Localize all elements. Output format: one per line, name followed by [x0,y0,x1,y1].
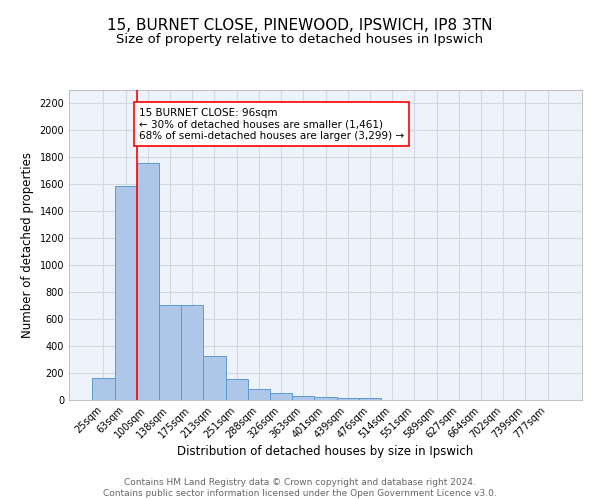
Bar [292,396,314,400]
Bar [92,378,115,400]
Y-axis label: Number of detached properties: Number of detached properties [21,152,34,338]
Bar [226,378,248,400]
Text: Contains HM Land Registry data © Crown copyright and database right 2024.
Contai: Contains HM Land Registry data © Crown c… [103,478,497,498]
Bar [314,398,337,400]
Bar [203,356,226,400]
Text: 15 BURNET CLOSE: 96sqm
← 30% of detached houses are smaller (1,461)
68% of semi-: 15 BURNET CLOSE: 96sqm ← 30% of detached… [139,108,404,140]
Text: Size of property relative to detached houses in Ipswich: Size of property relative to detached ho… [116,32,484,46]
Text: 15, BURNET CLOSE, PINEWOOD, IPSWICH, IP8 3TN: 15, BURNET CLOSE, PINEWOOD, IPSWICH, IP8… [107,18,493,32]
Bar [137,163,159,400]
Bar [337,398,359,400]
Bar [248,388,270,400]
Bar [359,398,381,400]
Bar [159,305,181,400]
Bar [270,394,292,400]
Bar [181,305,203,400]
X-axis label: Distribution of detached houses by size in Ipswich: Distribution of detached houses by size … [178,446,473,458]
Bar [115,186,137,400]
